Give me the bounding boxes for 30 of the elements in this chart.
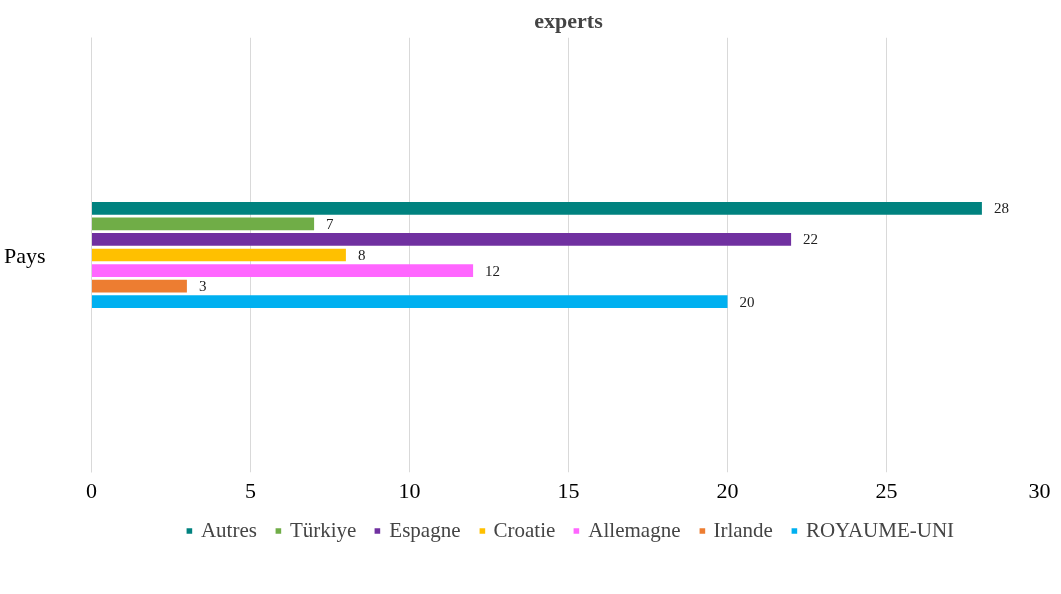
legend-label: Espagne [389, 517, 461, 543]
bar [91, 248, 346, 262]
x-tick-label: 20 [716, 477, 739, 503]
bar [91, 264, 474, 277]
legend-label: ROYAUME-UNI [805, 517, 955, 543]
data-label: 3 [198, 278, 207, 295]
x-tick-label: 30 [1028, 477, 1051, 503]
x-tick-label: 15 [557, 477, 580, 503]
bar [91, 217, 315, 231]
data-label: 20 [739, 293, 755, 310]
legend-label: Türkiye [289, 517, 357, 543]
x-tick-label: 10 [398, 477, 421, 503]
x-tick-label: 5 [245, 477, 256, 503]
data-label: 22 [803, 231, 819, 248]
x-tick-label: 0 [86, 477, 97, 503]
data-label: 8 [357, 247, 366, 263]
bar [91, 202, 982, 215]
legend-label: Croatie [493, 517, 556, 543]
chart-title: experts [534, 7, 604, 33]
legend-label: Autres [200, 517, 257, 543]
legend-label: Allemagne [588, 517, 681, 543]
bar [91, 233, 792, 246]
bar [91, 279, 187, 293]
data-label: 28 [993, 200, 1009, 217]
x-tick-label: 25 [875, 477, 898, 503]
y-tick-label: Pays [3, 242, 46, 268]
data-label: 12 [485, 262, 501, 279]
bar [91, 295, 728, 308]
legend-label: Irlande [713, 517, 773, 543]
data-label: 7 [326, 215, 335, 232]
